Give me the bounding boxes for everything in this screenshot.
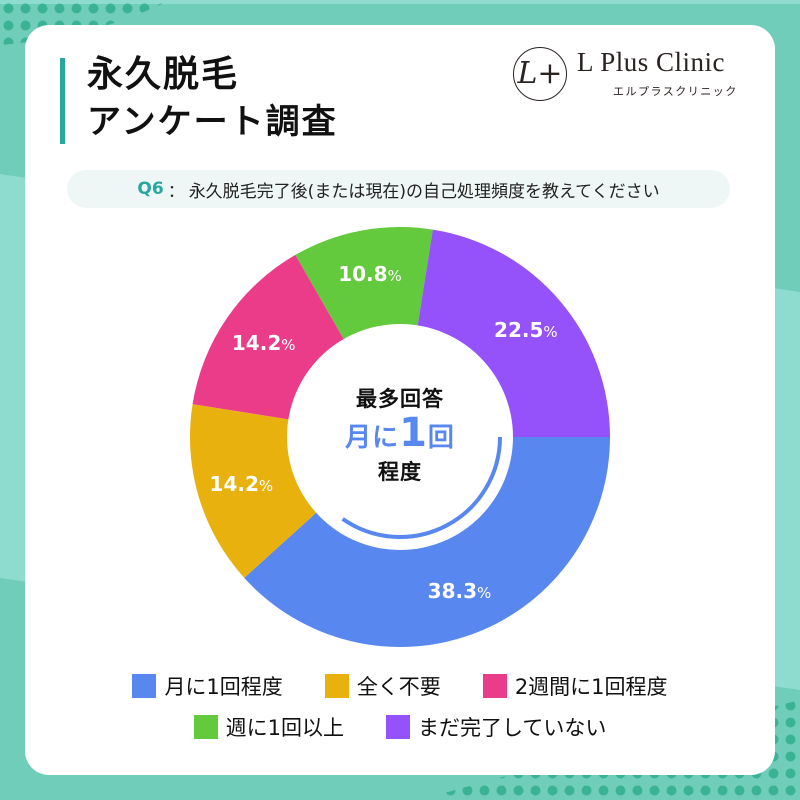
slice-label-biweekly: 14.2% — [231, 331, 296, 356]
legend-swatch — [386, 715, 410, 739]
slice-label-unnecessary: 14.2% — [209, 472, 274, 497]
center-mid-suffix: 回 — [427, 423, 455, 453]
donut-hole — [287, 324, 513, 550]
legend-item-unnecessary: 全く不要 — [324, 671, 441, 701]
center-bottom-text: 程度 — [378, 460, 422, 484]
legend-swatch — [193, 715, 218, 739]
center-top-text: 最多回答 — [356, 387, 444, 411]
slice-label-weekly: 10.8% — [338, 262, 402, 287]
legend-swatch — [482, 674, 507, 698]
center-mid-number: 1 — [399, 410, 428, 456]
center-highlight: 月に1回 — [300, 413, 500, 458]
legend-label: 週に1回以上 — [225, 716, 344, 740]
logo-name: L Plus Clinic — [577, 47, 726, 77]
legend-item-biweekly: 2週間に1回程度 — [482, 671, 668, 701]
legend-label: 月に1回程度 — [164, 675, 283, 699]
question-number: Q6 — [137, 179, 164, 199]
logo-kana: エルプラスクリニック — [613, 85, 738, 98]
legend-item-weekly: 週に1回以上 — [193, 712, 344, 742]
page-title: 永久脱毛 — [87, 54, 240, 95]
legend-label: 2週間に1回程度 — [514, 675, 668, 699]
title-accent-bar — [60, 58, 65, 144]
logo-mark: L+ — [517, 56, 563, 91]
center-annotation: 最多回答 月に1回 程度 — [300, 385, 500, 486]
question-separator: ： — [167, 181, 185, 202]
question-banner: Q6 ： 永久脱毛完了後(または現在)の自己処理頻度を教えてください — [67, 170, 730, 208]
legend-label: まだ完了していない — [418, 716, 607, 740]
legend-item-monthly: 月に1回程度 — [132, 671, 283, 701]
legend-row-1: 月に1回程度 全く不要 2週間に1回程度 — [0, 671, 800, 701]
slice-label-not-complete: 22.5% — [494, 317, 558, 342]
highlight-arc — [341, 436, 502, 539]
legend-swatch — [132, 674, 157, 698]
center-mid-prefix: 月に — [345, 423, 400, 453]
question-text: 永久脱毛完了後(または現在)の自己処理頻度を教えてください — [188, 181, 660, 202]
legend-row-2: 週に1回以上 まだ完了していない — [0, 712, 800, 742]
legend-item-not-complete: まだ完了していない — [386, 712, 606, 742]
clinic-logo: L+ L Plus Clinic エルプラスクリニック — [513, 45, 753, 105]
logo-circle-icon — [513, 47, 567, 101]
legend-swatch — [324, 674, 349, 698]
legend-label: 全く不要 — [356, 675, 441, 699]
slice-label-monthly: 38.3% — [427, 579, 492, 604]
page-subtitle: アンケート調査 — [87, 102, 338, 142]
